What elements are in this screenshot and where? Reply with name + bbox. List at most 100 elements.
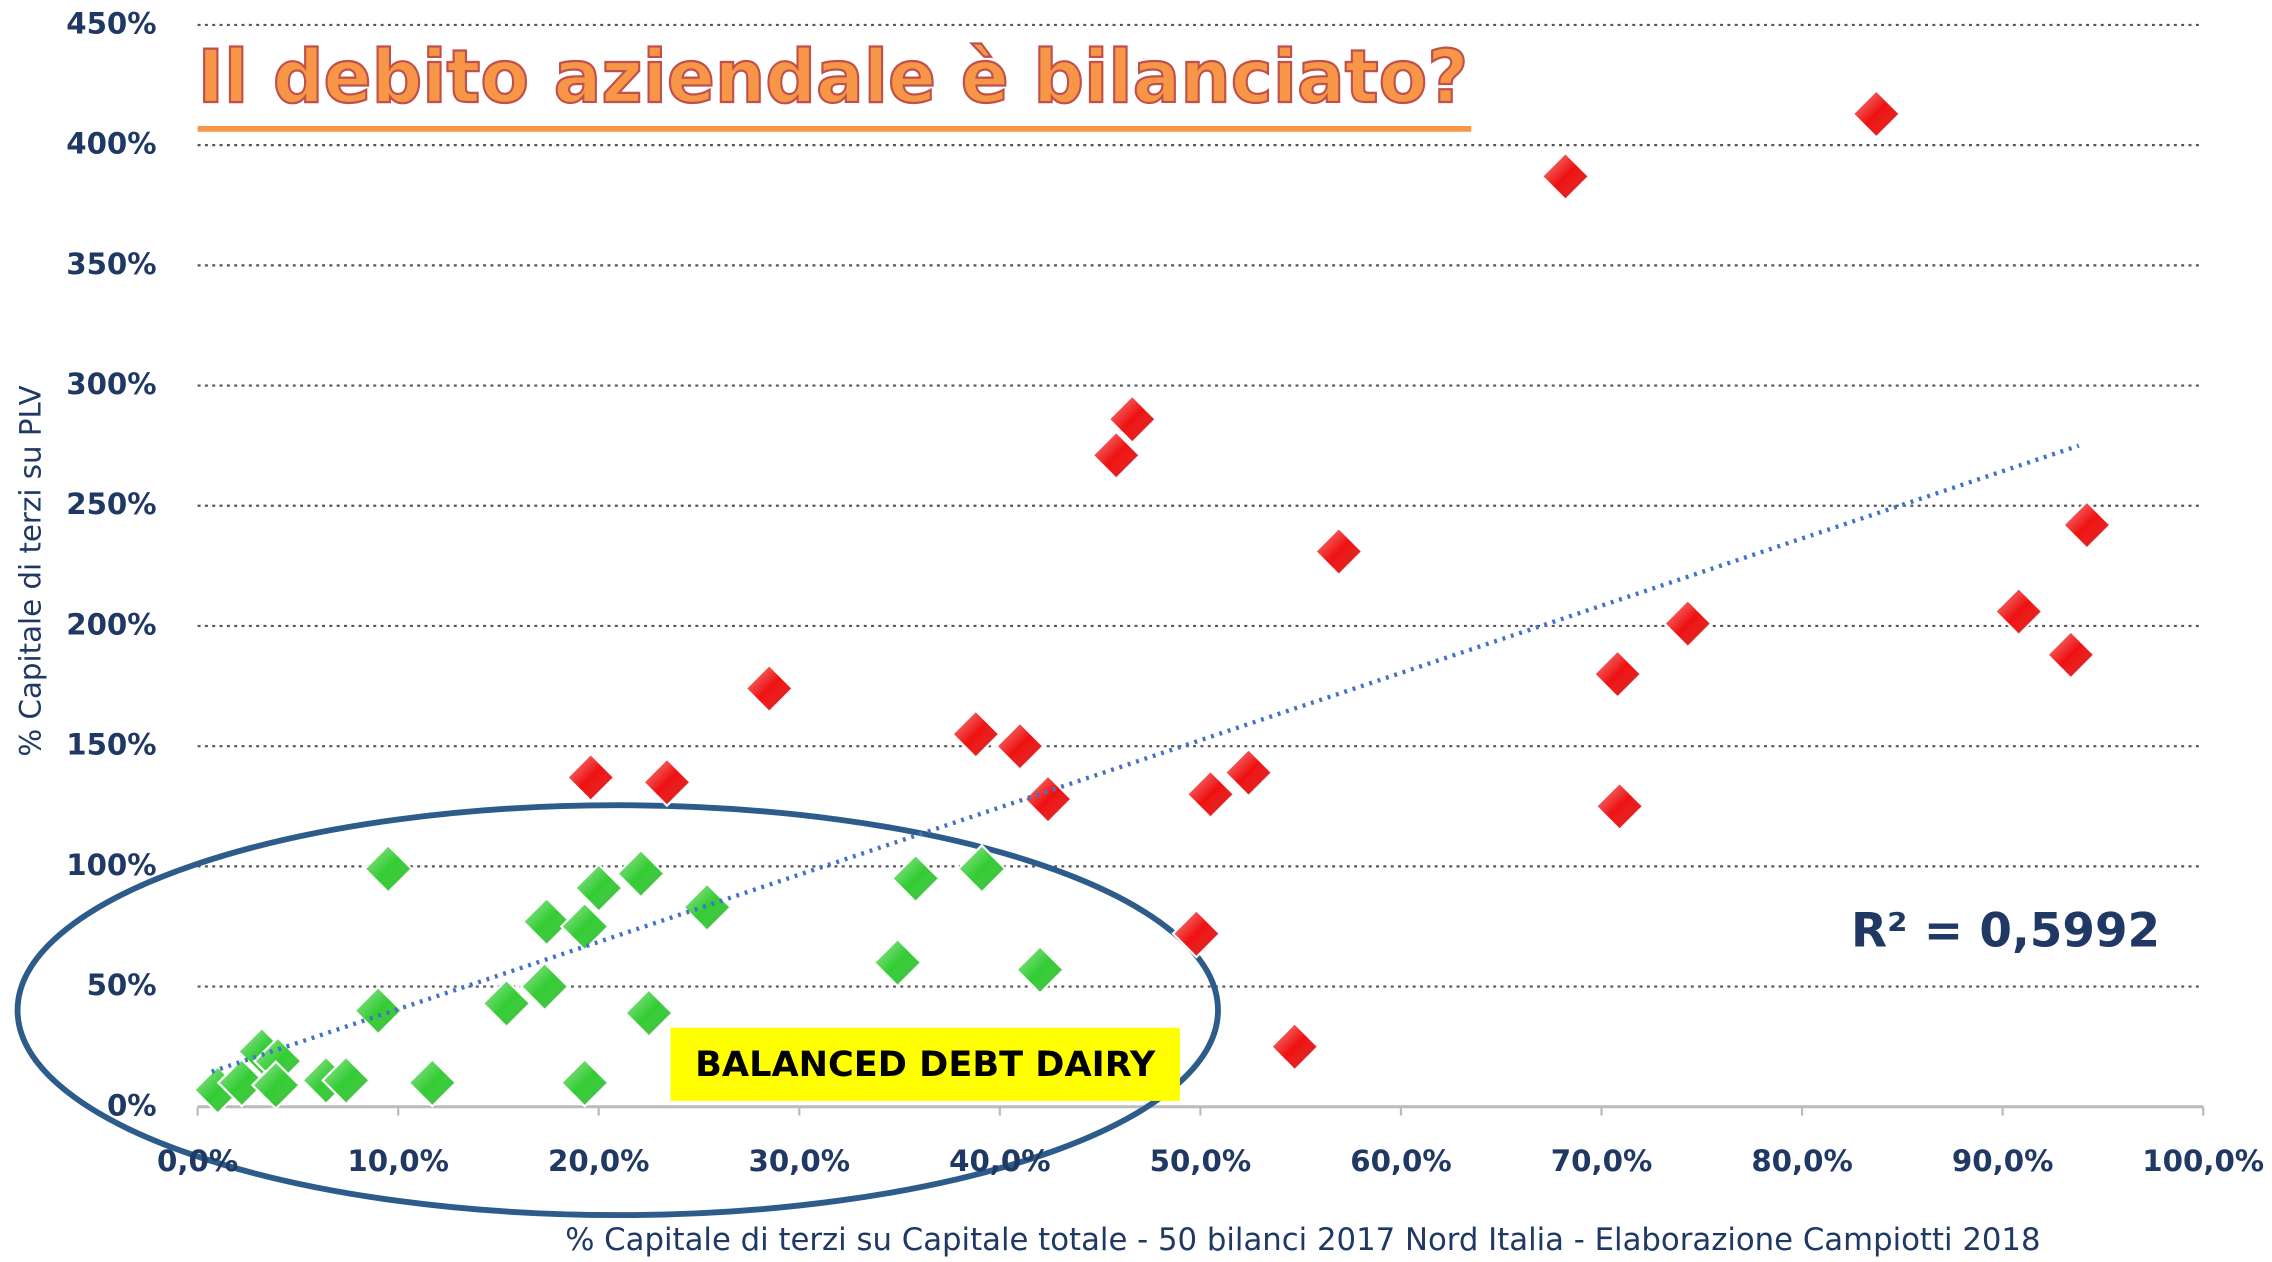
point-shine — [1594, 650, 1641, 698]
point-shine — [1995, 588, 2043, 635]
x-tick-label: 50,0% — [1150, 1144, 1252, 1178]
point — [1014, 944, 1065, 995]
point-shine — [643, 758, 691, 806]
point-shine — [1271, 1023, 1319, 1071]
y-tick-label: 200% — [66, 607, 156, 641]
point-shine — [892, 854, 940, 902]
point — [250, 1060, 301, 1111]
point — [559, 1057, 610, 1108]
point — [2061, 500, 2112, 550]
point-shine — [408, 1059, 456, 1107]
x-tick-label: 90,0% — [1952, 1144, 2054, 1178]
point-shine — [1024, 775, 1072, 823]
point-shine — [1596, 782, 1643, 830]
y-tick-label: 350% — [66, 247, 156, 281]
point — [682, 882, 733, 933]
y-tick-label: 0% — [107, 1088, 157, 1122]
point — [623, 988, 674, 1038]
point-shine — [364, 845, 412, 893]
point — [1091, 430, 1142, 481]
point — [1540, 151, 1591, 202]
point — [956, 843, 1007, 894]
point-shine — [625, 989, 673, 1037]
point — [1269, 1021, 1320, 1072]
x-axis-label: % Capitale di terzi su Capitale totale -… — [565, 1222, 2040, 1258]
y-tick-label: 400% — [66, 127, 156, 161]
annotation: R² = 0,5992 — [1851, 905, 2160, 959]
point — [615, 848, 666, 899]
point — [1185, 769, 1236, 820]
point — [519, 961, 570, 1012]
point — [559, 901, 610, 952]
point-shine — [874, 939, 921, 986]
point — [573, 863, 624, 913]
point-shine — [1664, 600, 1712, 647]
point — [1171, 908, 1222, 959]
point — [481, 978, 532, 1029]
x-tick-label: 0,0% — [157, 1144, 238, 1178]
annotation-box — [670, 1027, 1180, 1101]
point-shine — [996, 722, 1044, 770]
point — [1594, 781, 1645, 832]
point-shine — [483, 979, 530, 1027]
x-tick-label: 20,0% — [548, 1144, 650, 1178]
x-tick-label: 60,0% — [1350, 1144, 1452, 1178]
x-tick-label: 30,0% — [749, 1144, 851, 1178]
point — [1107, 394, 1158, 445]
point-shine — [952, 710, 1000, 758]
point-shine — [1315, 528, 1363, 575]
point-shine — [322, 1056, 370, 1104]
point-shine — [2047, 631, 2095, 679]
point-shine — [1092, 431, 1140, 479]
chart-title: Il debito aziendale è bilanciato? — [198, 35, 1469, 120]
point-shine — [1187, 770, 1234, 818]
y-tick-label: 450% — [66, 6, 156, 40]
point-shine — [2063, 501, 2111, 549]
point-shine — [561, 1059, 609, 1107]
annotation: BALANCED DEBT DAIRY — [695, 1044, 1156, 1085]
point — [2045, 629, 2096, 680]
point — [1313, 526, 1364, 577]
y-tick-label: 100% — [66, 848, 156, 882]
point — [353, 985, 404, 1036]
point — [994, 721, 1045, 772]
trendline — [210, 443, 2080, 1074]
highlight-ellipse — [14, 802, 1221, 1219]
x-tick-label: 80,0% — [1751, 1144, 1853, 1178]
point-shine — [523, 898, 571, 946]
point — [1993, 586, 2044, 637]
point-shine — [745, 665, 793, 712]
point-shine — [1542, 152, 1589, 200]
point-shine — [617, 850, 665, 898]
point — [890, 853, 941, 904]
point — [1023, 774, 1073, 825]
point — [363, 843, 414, 894]
x-tick-label: 100,0% — [2142, 1144, 2264, 1178]
point-shine — [1225, 749, 1272, 797]
point-shine — [354, 987, 402, 1035]
grid — [196, 23, 2205, 1116]
point-shine — [575, 864, 623, 912]
point — [321, 1055, 372, 1106]
point — [950, 709, 1001, 760]
y-tick-label: 250% — [66, 487, 156, 521]
y-tick-label: 300% — [66, 367, 156, 401]
x-tick-label: 70,0% — [1551, 1144, 1653, 1178]
point — [744, 663, 795, 714]
y-tick-label: 50% — [87, 968, 157, 1002]
x-tick-label: 40,0% — [949, 1144, 1051, 1178]
y-axis-label: % Capitale di terzi su PLV — [14, 385, 48, 756]
point-shine — [683, 883, 731, 931]
point-shine — [1852, 90, 1900, 138]
point — [407, 1057, 458, 1108]
point — [641, 757, 692, 808]
point — [1662, 598, 1713, 649]
point — [1592, 649, 1643, 700]
point — [565, 752, 616, 803]
point-shine — [958, 845, 1006, 893]
x-tick-label: 10,0% — [347, 1144, 449, 1178]
point — [521, 896, 572, 947]
point — [1223, 747, 1274, 798]
point — [1851, 88, 1902, 139]
